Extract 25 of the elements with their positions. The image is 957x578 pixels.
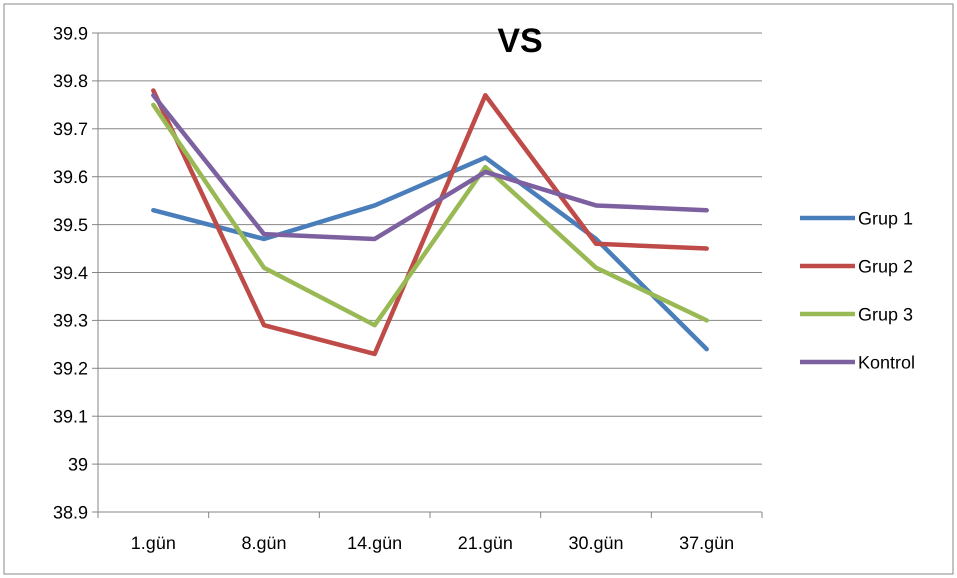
x-tick-label: 21.gün xyxy=(458,533,513,553)
x-tick-label: 30.gün xyxy=(568,533,624,553)
y-tick-label: 39.8 xyxy=(52,71,88,92)
y-tick-label: 39.1 xyxy=(52,406,88,426)
x-tick-label: 37.gün xyxy=(679,533,734,553)
x-tick-label: 14.gün xyxy=(347,533,402,553)
y-tick-label: 39.4 xyxy=(52,262,88,283)
legend-label: Grup 2 xyxy=(858,256,914,276)
line-series xyxy=(151,102,709,328)
legend-label: Kontrol xyxy=(858,352,916,372)
line-series xyxy=(151,88,709,356)
x-tick-label: 8.gün xyxy=(241,533,287,553)
chart-title: VS xyxy=(497,22,543,60)
y-tick-label: 39.3 xyxy=(52,310,88,331)
legend-label: Grup 3 xyxy=(858,304,914,324)
y-tick-label: 39 xyxy=(68,454,88,474)
y-tick-label: 39.9 xyxy=(52,23,88,44)
x-tick-label: 1.gün xyxy=(130,533,176,553)
y-tick-label: 39.5 xyxy=(52,214,88,235)
y-tick-label: 38.9 xyxy=(52,502,88,522)
legend-label: Grup 1 xyxy=(858,208,914,228)
y-tick-label: 39.2 xyxy=(52,358,88,379)
y-tick-label: 39.6 xyxy=(52,167,88,187)
line-series xyxy=(151,93,709,242)
y-tick-label: 39.7 xyxy=(52,119,88,140)
